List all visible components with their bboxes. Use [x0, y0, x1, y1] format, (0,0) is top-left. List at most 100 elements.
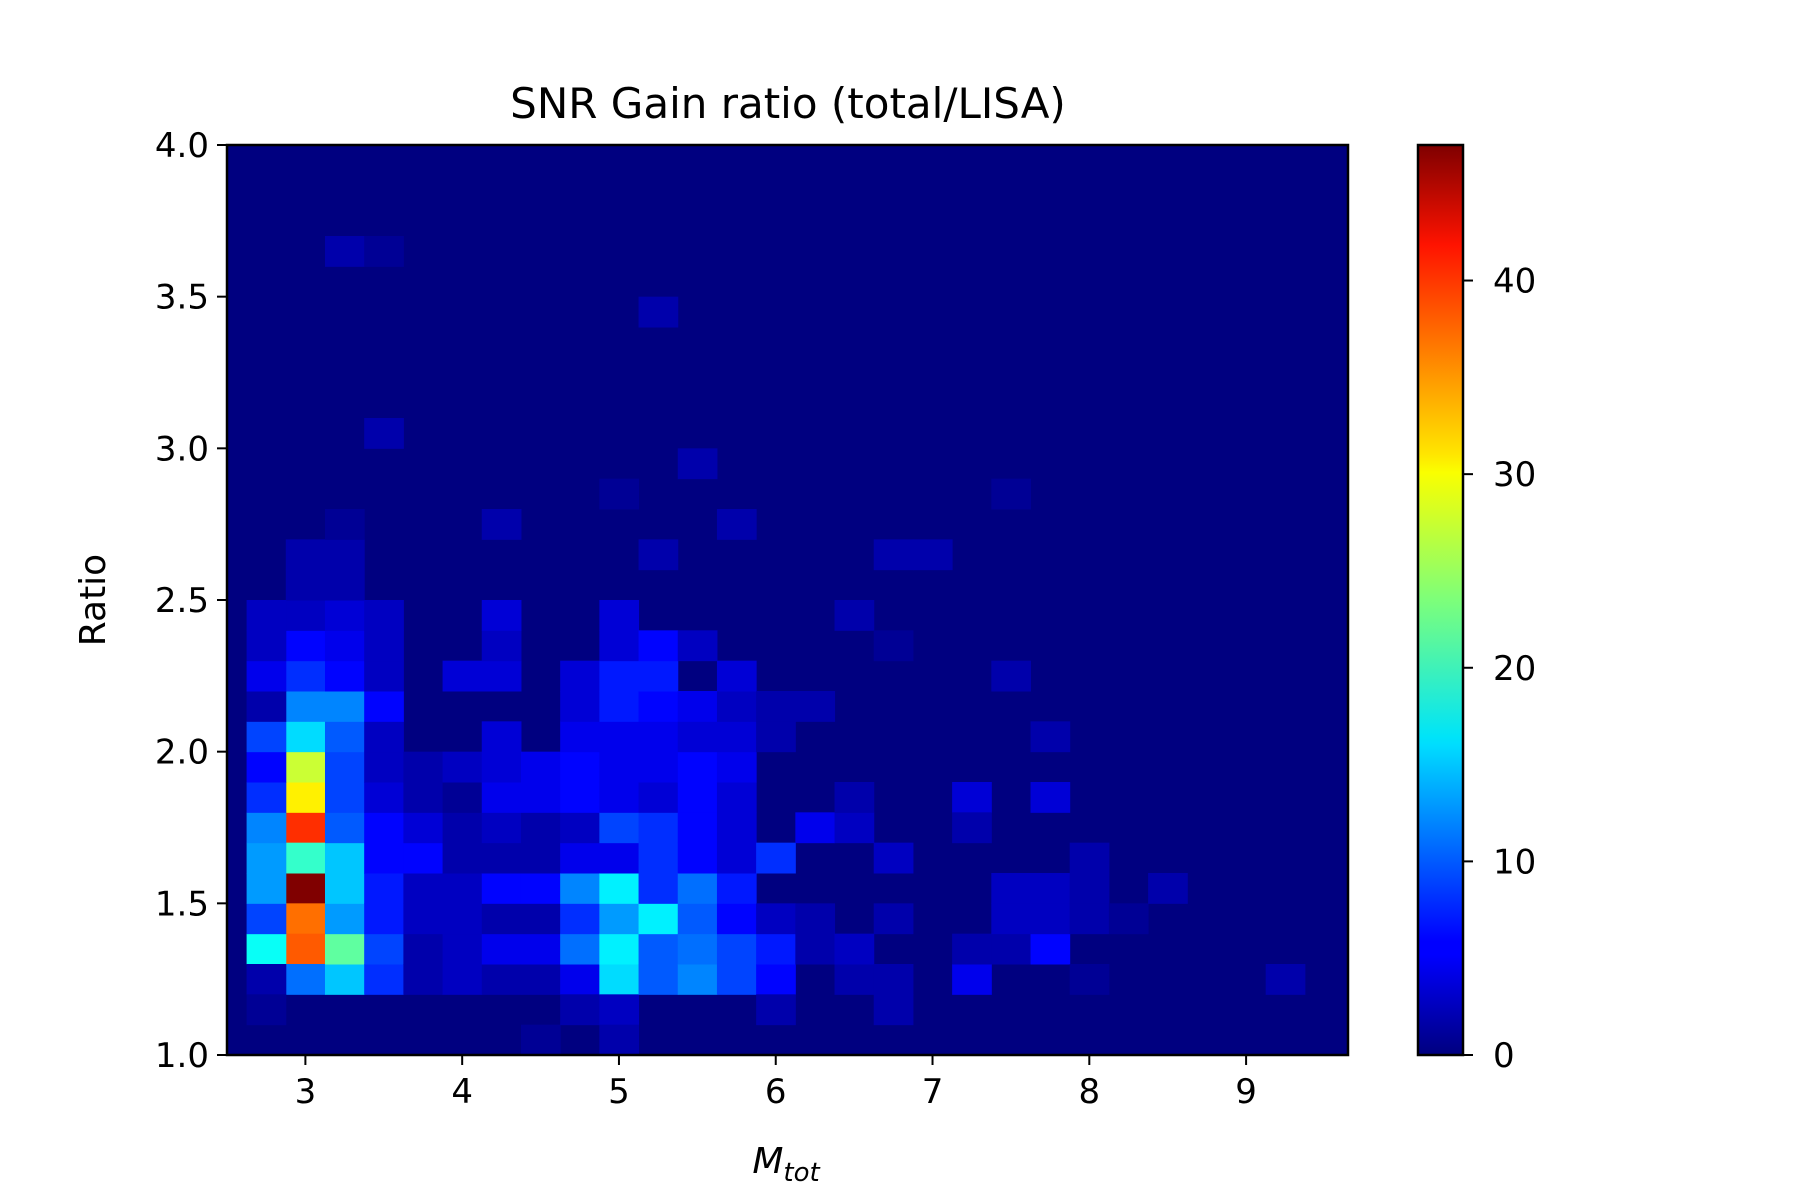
heatmap-cell — [442, 842, 483, 874]
heatmap-cell — [560, 721, 600, 753]
heatmap-cell — [952, 812, 992, 844]
heatmap-cell — [324, 569, 365, 601]
heatmap-cell — [638, 812, 679, 844]
heatmap-cell — [246, 691, 287, 722]
heatmap-cell — [834, 600, 875, 631]
x-tick-label: 9 — [1235, 1072, 1257, 1112]
heatmap-cell — [599, 660, 640, 692]
heatmap-cell — [560, 660, 600, 692]
heatmap-cell — [364, 751, 404, 783]
x-tick-label: 7 — [922, 1072, 944, 1112]
heatmap-cell — [246, 751, 287, 783]
heatmap-cell — [834, 933, 875, 965]
y-tick-label: 4.0 — [155, 126, 209, 166]
heatmap-cell — [403, 812, 444, 844]
heatmap-cell — [638, 751, 679, 783]
heatmap-cell — [638, 660, 679, 692]
y-tick-label: 2.0 — [155, 733, 209, 773]
y-tick-label: 3.5 — [155, 278, 209, 318]
heatmap-cell — [285, 873, 326, 904]
heatmap-cell — [1030, 903, 1071, 935]
heatmap-cell — [246, 630, 287, 662]
heatmap-cell — [991, 933, 1032, 965]
heatmap-cell — [246, 933, 287, 965]
heatmap-cell — [364, 812, 404, 844]
heatmap-cell — [364, 933, 404, 965]
heatmap-cell — [246, 600, 287, 631]
heatmap-cell — [795, 903, 836, 935]
heatmap-cell — [677, 630, 718, 662]
heatmap-cell — [246, 903, 287, 935]
colorbar-tick-label: 40 — [1493, 262, 1536, 302]
heatmap-cell — [1030, 933, 1071, 965]
x-tick-label: 3 — [295, 1072, 317, 1112]
heatmap-cell — [364, 721, 404, 753]
heatmap-cell — [677, 933, 718, 965]
heatmap-cell — [560, 933, 600, 965]
heatmap-cell — [716, 873, 757, 904]
heatmap-cell — [795, 812, 836, 844]
x-tick-label: 5 — [608, 1072, 630, 1112]
heatmap-cell — [1108, 903, 1149, 935]
heatmap-cell — [324, 812, 365, 844]
heatmap-cell — [599, 994, 640, 1026]
heatmap-cell — [520, 1024, 561, 1056]
heatmap-cell — [324, 691, 365, 722]
heatmap-cell — [285, 539, 326, 571]
heatmap-cell — [638, 903, 679, 935]
heatmap-cell — [560, 842, 600, 874]
heatmap-cell — [1069, 964, 1110, 995]
heatmap-cell — [403, 751, 444, 783]
heatmap-cell — [599, 630, 640, 662]
heatmap-cell — [716, 691, 757, 722]
heatmap-cell — [324, 660, 365, 692]
heatmap-cell — [599, 812, 640, 844]
heatmap-cell — [285, 964, 326, 995]
heatmap-cell — [246, 721, 287, 753]
heatmap-cell — [560, 782, 600, 813]
heatmap-cell — [481, 630, 522, 662]
y-tick-label: 2.5 — [155, 581, 209, 621]
heatmap-cell — [991, 873, 1032, 904]
heatmap-cell — [599, 691, 640, 722]
heatmap-cell — [638, 842, 679, 874]
heatmap-cell — [324, 782, 365, 813]
heatmap-cell — [756, 933, 796, 965]
heatmap-cell — [403, 903, 444, 935]
heatmap-cell — [442, 812, 483, 844]
heatmap-cell — [246, 842, 287, 874]
heatmap-cell — [599, 873, 640, 904]
heatmap-cell — [912, 539, 953, 571]
heatmap-cell — [324, 751, 365, 783]
heatmap-cell — [481, 721, 522, 753]
heatmap-cell — [481, 933, 522, 965]
heatmap-cell — [560, 873, 600, 904]
heatmap-cell — [716, 812, 757, 844]
heatmap-cell — [324, 873, 365, 904]
heatmap-cell — [481, 903, 522, 935]
heatmap-cell — [324, 539, 365, 571]
heatmap-cell — [599, 721, 640, 753]
heatmap-cell — [599, 903, 640, 935]
heatmap-cell — [364, 842, 404, 874]
heatmap-cell — [599, 782, 640, 813]
heatmap-cell — [364, 782, 404, 813]
heatmap-cell — [677, 903, 718, 935]
heatmap-cell — [677, 842, 718, 874]
heatmap-cell — [481, 600, 522, 631]
heatmap-cell — [560, 691, 600, 722]
heatmap-cell — [442, 782, 483, 813]
heatmap-cell — [991, 478, 1032, 510]
heatmap-cell — [285, 842, 326, 874]
heatmap-cell — [834, 782, 875, 813]
heatmap-cell — [1030, 721, 1071, 753]
heatmap-cell — [1069, 842, 1110, 874]
heatmap-cell — [324, 842, 365, 874]
heatmap-cell — [285, 903, 326, 935]
heatmap-cell — [364, 418, 404, 449]
heatmap-cell — [756, 903, 796, 935]
heatmap-cell — [873, 630, 914, 662]
heatmap-cell — [481, 660, 522, 692]
heatmap-cell — [324, 903, 365, 935]
